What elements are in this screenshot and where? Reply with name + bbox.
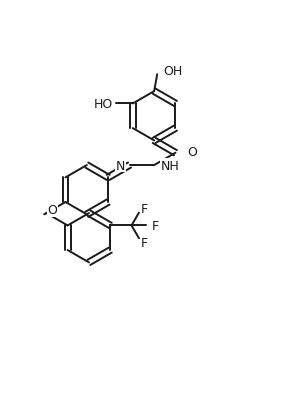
Text: O: O bbox=[48, 203, 58, 217]
Text: F: F bbox=[141, 203, 148, 216]
Text: OH: OH bbox=[163, 65, 183, 78]
Text: F: F bbox=[152, 219, 159, 232]
Text: O: O bbox=[187, 145, 197, 158]
Text: F: F bbox=[141, 236, 148, 249]
Text: N: N bbox=[116, 159, 125, 172]
Text: NH: NH bbox=[160, 159, 179, 172]
Text: HO: HO bbox=[93, 98, 113, 111]
